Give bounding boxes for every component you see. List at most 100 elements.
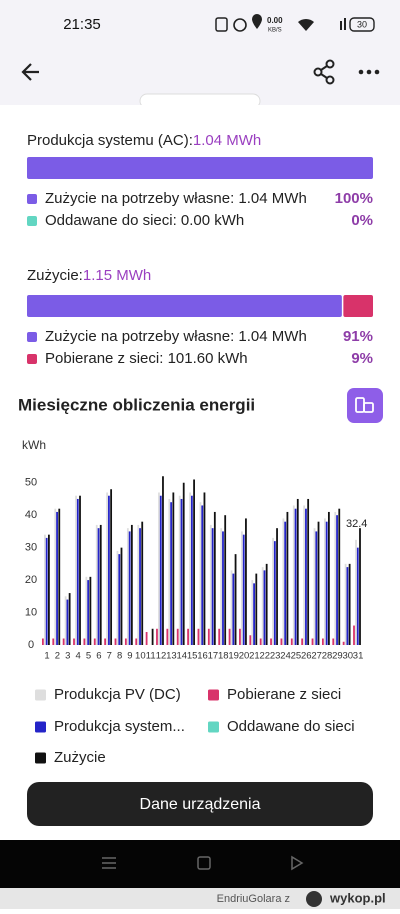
wykop-logo (306, 891, 322, 907)
bar (54, 508, 57, 645)
total: 1.04 MWh (193, 132, 261, 149)
bar (321, 638, 324, 645)
bar (201, 505, 204, 645)
bar (242, 534, 245, 645)
bar (218, 628, 221, 645)
x-tick-label: 24 (280, 651, 291, 662)
bar (99, 524, 102, 645)
bar (338, 508, 341, 645)
x-tick-label: 19 (228, 651, 239, 662)
bar (170, 502, 173, 645)
share-label: 91% (343, 328, 373, 345)
bar (207, 628, 210, 645)
x-tick-label: 7 (107, 651, 112, 662)
x-tick-label: 17 (208, 651, 219, 662)
production-heading: Produkcja systemu (AC):1.04 MWh (27, 132, 261, 149)
bar (220, 528, 223, 645)
legend-text: Zużycie na potrzeby własne: 1.04 MWh (45, 190, 307, 207)
bar (251, 580, 254, 645)
device-button[interactable] (27, 782, 373, 826)
bar (348, 563, 351, 645)
bar (151, 628, 154, 645)
bar (317, 521, 320, 645)
bar (203, 492, 206, 645)
bar (48, 534, 50, 645)
bar (87, 580, 90, 645)
share-segment (27, 295, 342, 317)
bar (230, 570, 233, 645)
watermark-user: EndriuGolara z (217, 893, 290, 905)
bar (120, 547, 123, 645)
bar (79, 495, 81, 645)
bar (259, 638, 262, 645)
bar (311, 638, 314, 645)
y-tick-label: 50 (25, 477, 37, 489)
bar (83, 638, 86, 645)
bar (232, 573, 235, 645)
share-button[interactable] (313, 59, 335, 85)
legend-swatch (208, 721, 219, 733)
legend-swatch (35, 721, 46, 733)
legend-swatch (27, 216, 37, 226)
bar (89, 576, 92, 645)
bar (73, 638, 75, 645)
bar (211, 528, 214, 645)
bar (344, 563, 347, 645)
clock: 21:35 (63, 16, 101, 33)
x-tick-label: 2 (55, 651, 60, 662)
share-segment (343, 295, 373, 317)
bar (355, 539, 357, 645)
x-tick-label: 3 (65, 651, 70, 662)
share-segment (27, 157, 373, 179)
y-tick-label: 30 (25, 542, 37, 554)
bar (327, 511, 330, 645)
label: Produkcja systemu (AC): (27, 132, 193, 149)
bar (272, 537, 274, 645)
bar (296, 498, 299, 645)
legend-text: Oddawane do sieci: 0.00 kWh (45, 212, 244, 229)
bar (68, 593, 71, 645)
annotation: 32.4 (346, 518, 367, 530)
back-button[interactable] (21, 63, 39, 81)
legend-label: Produkcja PV (DC) (54, 686, 181, 703)
bar (64, 596, 67, 645)
bar (332, 638, 335, 645)
total: 1.15 MWh (83, 267, 151, 284)
bar (168, 498, 171, 645)
bar (346, 567, 349, 645)
y-tick-label: 10 (25, 606, 37, 618)
bar (141, 521, 144, 645)
bar (199, 502, 202, 645)
bar (182, 482, 185, 645)
x-tick-label: 27 (311, 651, 322, 662)
bar (110, 489, 113, 645)
bar (303, 505, 306, 645)
bar (273, 541, 276, 645)
bar (187, 628, 189, 645)
content (0, 105, 400, 840)
legend-swatch (27, 194, 37, 204)
legend-label: Pobierane z sieci (227, 686, 341, 703)
nav-icons (102, 855, 304, 871)
bar (276, 528, 278, 645)
label: Zużycie: (27, 267, 83, 284)
bar (159, 495, 162, 645)
chart-toggle[interactable] (347, 388, 383, 423)
bar (284, 521, 287, 645)
legend-text: Pobierane z sieci: 101.60 kWh (45, 350, 248, 367)
legend-swatch (27, 354, 37, 364)
bar (62, 638, 65, 645)
bar (97, 528, 100, 645)
x-tick-label: 20 (239, 651, 250, 662)
battery-level: 30 (357, 19, 367, 29)
legend-label: Oddawane do sieci (227, 718, 355, 735)
legend-text: Zużycie na potrzeby własne: 1.04 MWh (45, 328, 307, 345)
x-tick-label: 29 (332, 651, 343, 662)
share-label: 9% (351, 350, 373, 367)
net-speed: 0.00 (267, 16, 283, 25)
bar (176, 628, 179, 645)
bar (118, 554, 121, 645)
bar (158, 492, 160, 645)
bar (126, 528, 129, 645)
more-button[interactable] (358, 69, 380, 75)
